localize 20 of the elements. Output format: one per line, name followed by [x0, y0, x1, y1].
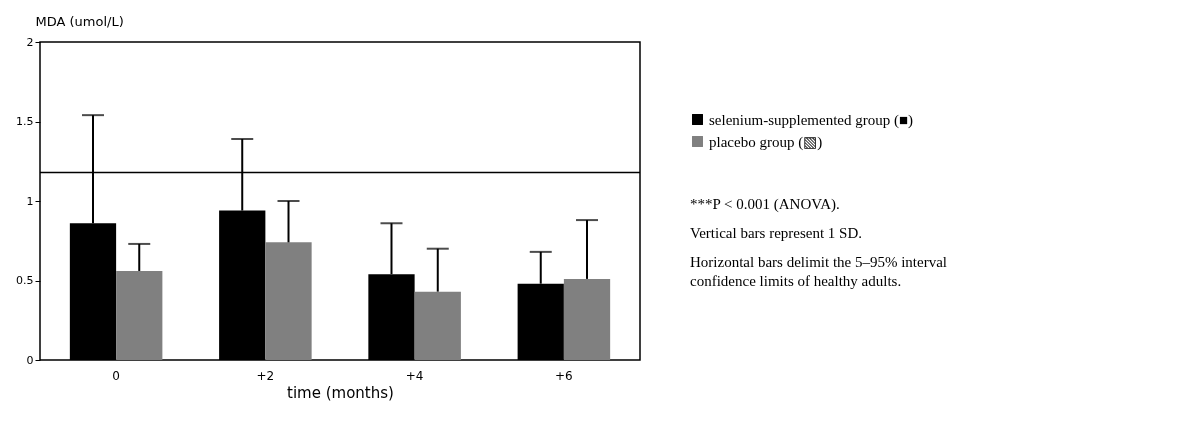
bar — [265, 242, 312, 360]
text: Horizontal bars delimit the 5–95% interval confidence limits of healthy adults. — [690, 254, 948, 289]
bar — [414, 291, 461, 360]
legend-label: selenium-supplemented group (■) — [709, 111, 914, 129]
legend-label: placebo group (▧) — [709, 133, 823, 151]
y-axis-title: MDA (umol/L) — [35, 13, 124, 29]
x-tick-label: 0 — [112, 368, 120, 383]
x-tick-label: +6 — [555, 368, 573, 383]
text: ***P < 0.001 (ANOVA). — [690, 196, 840, 213]
bar — [563, 278, 611, 360]
bar — [116, 270, 163, 360]
y-tick-label: 0 — [26, 353, 34, 367]
y-tick-label: 0.5 — [16, 274, 34, 287]
x-tick-label: +2 — [256, 368, 275, 383]
y-tick-label: 1 — [26, 194, 34, 208]
text: Vertical bars represent 1 SD. — [690, 225, 863, 241]
y-tick-label: 1.5 — [16, 115, 34, 128]
y-tick-label: 2 — [26, 35, 34, 49]
x-axis-title: time (months) — [287, 383, 394, 402]
x-tick-label: +4 — [405, 368, 424, 383]
